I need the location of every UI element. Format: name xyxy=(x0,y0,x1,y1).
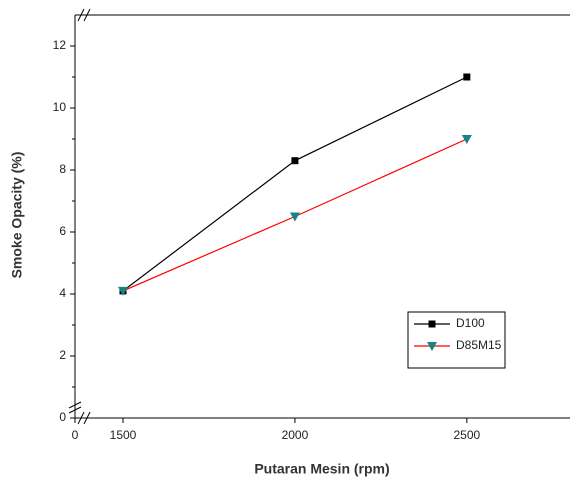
axis-break xyxy=(68,406,82,414)
axis-break xyxy=(68,401,82,409)
x-tick-label: 2000 xyxy=(282,428,309,442)
axis-break xyxy=(83,8,91,22)
legend-label: D100 xyxy=(456,316,485,330)
data-point xyxy=(291,157,299,165)
y-tick-label: 8 xyxy=(59,162,66,176)
y-tick-label: 10 xyxy=(53,100,67,114)
x-tick-label: 2500 xyxy=(453,428,480,442)
legend-marker xyxy=(428,320,436,328)
x-axis-label: Putaran Mesin (rpm) xyxy=(254,461,389,477)
axis-break xyxy=(83,411,91,425)
axis-break xyxy=(77,411,85,425)
data-point xyxy=(463,73,471,81)
y-axis-label: Smoke Opacity (%) xyxy=(9,152,25,279)
y-tick-label: 6 xyxy=(59,224,66,238)
series-line xyxy=(122,76,468,292)
data-point xyxy=(118,286,128,296)
y-tick-label: 0 xyxy=(59,410,66,424)
axis-break xyxy=(77,8,85,22)
y-tick-label: 2 xyxy=(59,348,66,362)
legend-label: D85M15 xyxy=(456,338,502,352)
data-point xyxy=(461,135,472,144)
x-tick-label: 0 xyxy=(72,428,79,442)
legend-box xyxy=(407,311,506,369)
x-tick-label: 1500 xyxy=(110,428,137,442)
y-tick-label: 4 xyxy=(59,286,66,300)
legend-marker xyxy=(427,342,437,351)
data-point xyxy=(289,212,300,222)
y-tick-label: 12 xyxy=(53,38,67,52)
